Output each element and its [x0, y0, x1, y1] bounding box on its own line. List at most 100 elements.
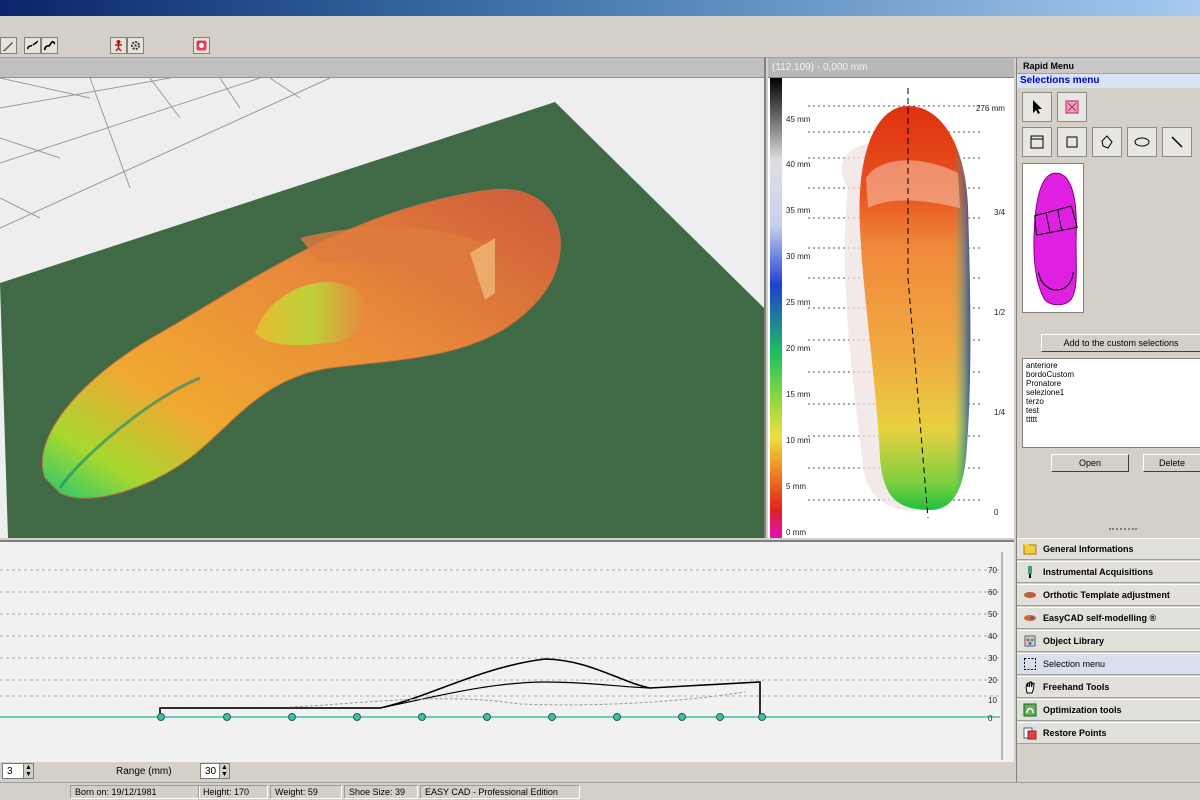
chain-link-icon	[27, 40, 38, 50]
status-height: Height: 170	[198, 785, 268, 799]
status-weight: Weight: 59	[270, 785, 342, 799]
restore-icon	[1023, 727, 1037, 740]
add-to-custom-selections-button[interactable]: Add to the custom selections	[1041, 334, 1200, 352]
spinner-arrows-icon[interactable]: ▲ ▼	[23, 764, 33, 778]
open-button[interactable]: Open	[1051, 454, 1129, 472]
custom-selections-list[interactable]: anteriore bordoCustom Pronatore selezion…	[1022, 358, 1200, 448]
rapid-menu-title: Rapid Menu	[1017, 58, 1200, 74]
3d-scene[interactable]	[0, 78, 766, 538]
link-tool-button[interactable]	[24, 37, 41, 54]
menu-object-library[interactable]: Object Library	[1017, 630, 1200, 652]
pressure-map[interactable]	[768, 78, 1014, 538]
profile-controls: 3 ▲ ▼ Range (mm) 30 ▲ ▼	[0, 762, 1014, 782]
y-axis-label: 10	[988, 696, 997, 705]
toe-region	[866, 160, 960, 208]
selection-icon	[1024, 658, 1036, 670]
list-item[interactable]: terzo	[1026, 397, 1044, 406]
list-item[interactable]: bordoCustom	[1026, 370, 1075, 379]
list-item[interactable]: anteriore	[1026, 361, 1058, 370]
range-label: Range (mm)	[116, 766, 172, 777]
spinner-arrows-icon[interactable]: ▲ ▼	[219, 764, 229, 778]
gear-icon	[131, 41, 140, 50]
menu-label: General Informations	[1043, 544, 1134, 554]
gear-tool-button[interactable]	[127, 37, 144, 54]
scale-label: 15 mm	[786, 390, 811, 399]
step-spinner[interactable]: 3 ▲ ▼	[2, 763, 34, 779]
scale-label: 5 mm	[786, 482, 806, 491]
y-axis-label: 40	[988, 632, 997, 641]
rectangle-select-tool[interactable]	[1057, 127, 1087, 157]
profile-section-view[interactable]: 70 60 50 40 30 20 10 0	[0, 540, 1014, 762]
menu-freehand-tools[interactable]: Freehand Tools	[1017, 676, 1200, 698]
menu-label: Freehand Tools	[1043, 682, 1110, 692]
cursor-arrow-icon	[1033, 100, 1042, 114]
menu-optimization-tools[interactable]: Optimization tools	[1017, 699, 1200, 721]
menu-label: Selection menu	[1043, 659, 1106, 669]
color-scale-bar	[770, 78, 782, 538]
length-label: 276 mm	[976, 104, 1005, 113]
ellipse-select-tool[interactable]	[1127, 127, 1157, 157]
region-tool[interactable]	[1057, 92, 1087, 122]
window-icon	[1030, 135, 1044, 149]
line-icon	[1171, 136, 1183, 148]
y-axis-label: 60	[988, 588, 997, 597]
status-edition: EASY CAD - Professional Edition	[420, 785, 580, 799]
control-points[interactable]	[157, 713, 766, 721]
polygon-icon	[1101, 135, 1113, 149]
list-item[interactable]: test	[1026, 406, 1039, 415]
scale-label: 25 mm	[786, 298, 811, 307]
arch-support-bump	[255, 282, 366, 346]
library-icon	[1024, 635, 1036, 647]
chain-link-alt-icon	[44, 40, 56, 51]
profile-chart[interactable]	[0, 542, 1014, 762]
foot-axis-line	[907, 88, 929, 519]
rapid-menu-panel: Rapid Menu Selections menu Add to the cu…	[1016, 58, 1200, 782]
pointer-tool[interactable]	[1022, 92, 1052, 122]
profile-curve-reference	[289, 691, 746, 708]
status-bar: Born on: 19/12/1981 Height: 170 Weight: …	[0, 782, 1200, 800]
link-alt-tool-button[interactable]	[41, 37, 58, 54]
record-tool-button[interactable]	[193, 37, 210, 54]
list-item[interactable]: ttttt	[1026, 415, 1038, 424]
human-figure-icon	[115, 40, 122, 52]
figure-tool-button[interactable]	[110, 37, 127, 54]
menu-label: Object Library	[1043, 636, 1105, 646]
window-title-bar	[0, 0, 1200, 16]
list-item[interactable]: Pronatore	[1026, 379, 1062, 388]
step-value: 3	[7, 765, 13, 777]
scale-label: 35 mm	[786, 206, 811, 215]
list-item[interactable]: selezione1	[1026, 388, 1065, 397]
3d-viewport-header	[0, 58, 764, 78]
panel-resize-grip[interactable]	[1109, 528, 1137, 532]
menu-instrumental-acquisitions[interactable]: Instrumental Acquisitions	[1017, 561, 1200, 583]
folder-icon	[1023, 544, 1037, 555]
pressure-top-view[interactable]: (112,109) - 0,000 mm	[768, 58, 1014, 538]
optimize-icon	[1023, 703, 1037, 717]
pencil-tool-button[interactable]	[0, 37, 17, 54]
menu-general-informations[interactable]: General Informations	[1017, 538, 1200, 560]
menu-selection-menu[interactable]: Selection menu	[1017, 653, 1200, 675]
menu-easycad-self-modelling[interactable]: EasyCAD self-modelling ®	[1017, 607, 1200, 629]
range-value: 30	[205, 765, 217, 777]
y-axis-label: 70	[988, 566, 997, 575]
insole-icon	[1024, 592, 1036, 598]
menu-orthotic-template-adjustment[interactable]: Orthotic Template adjustment	[1017, 584, 1200, 606]
line-select-tool[interactable]	[1162, 127, 1192, 157]
insole-selection-preview	[1033, 172, 1078, 306]
polygon-select-tool[interactable]	[1092, 127, 1122, 157]
3d-viewport[interactable]	[0, 58, 766, 538]
window-select-tool[interactable]	[1022, 127, 1052, 157]
y-axis-label: 50	[988, 610, 997, 619]
scale-label: 10 mm	[786, 436, 811, 445]
fraction-label: 3/4	[994, 208, 1006, 217]
scale-label: 45 mm	[786, 115, 811, 124]
cursor-readout: (112,109) - 0,000 mm	[768, 58, 1014, 78]
menu-label: Instrumental Acquisitions	[1043, 567, 1154, 577]
y-axis-label: 20	[988, 676, 997, 685]
range-spinner[interactable]: 30 ▲ ▼	[200, 763, 230, 779]
record-icon	[196, 40, 207, 51]
menu-restore-points[interactable]: Restore Points	[1017, 722, 1200, 744]
ellipse-icon	[1134, 137, 1150, 147]
delete-button[interactable]: Delete	[1143, 454, 1200, 472]
status-shoe-size: Shoe Size: 39	[344, 785, 418, 799]
